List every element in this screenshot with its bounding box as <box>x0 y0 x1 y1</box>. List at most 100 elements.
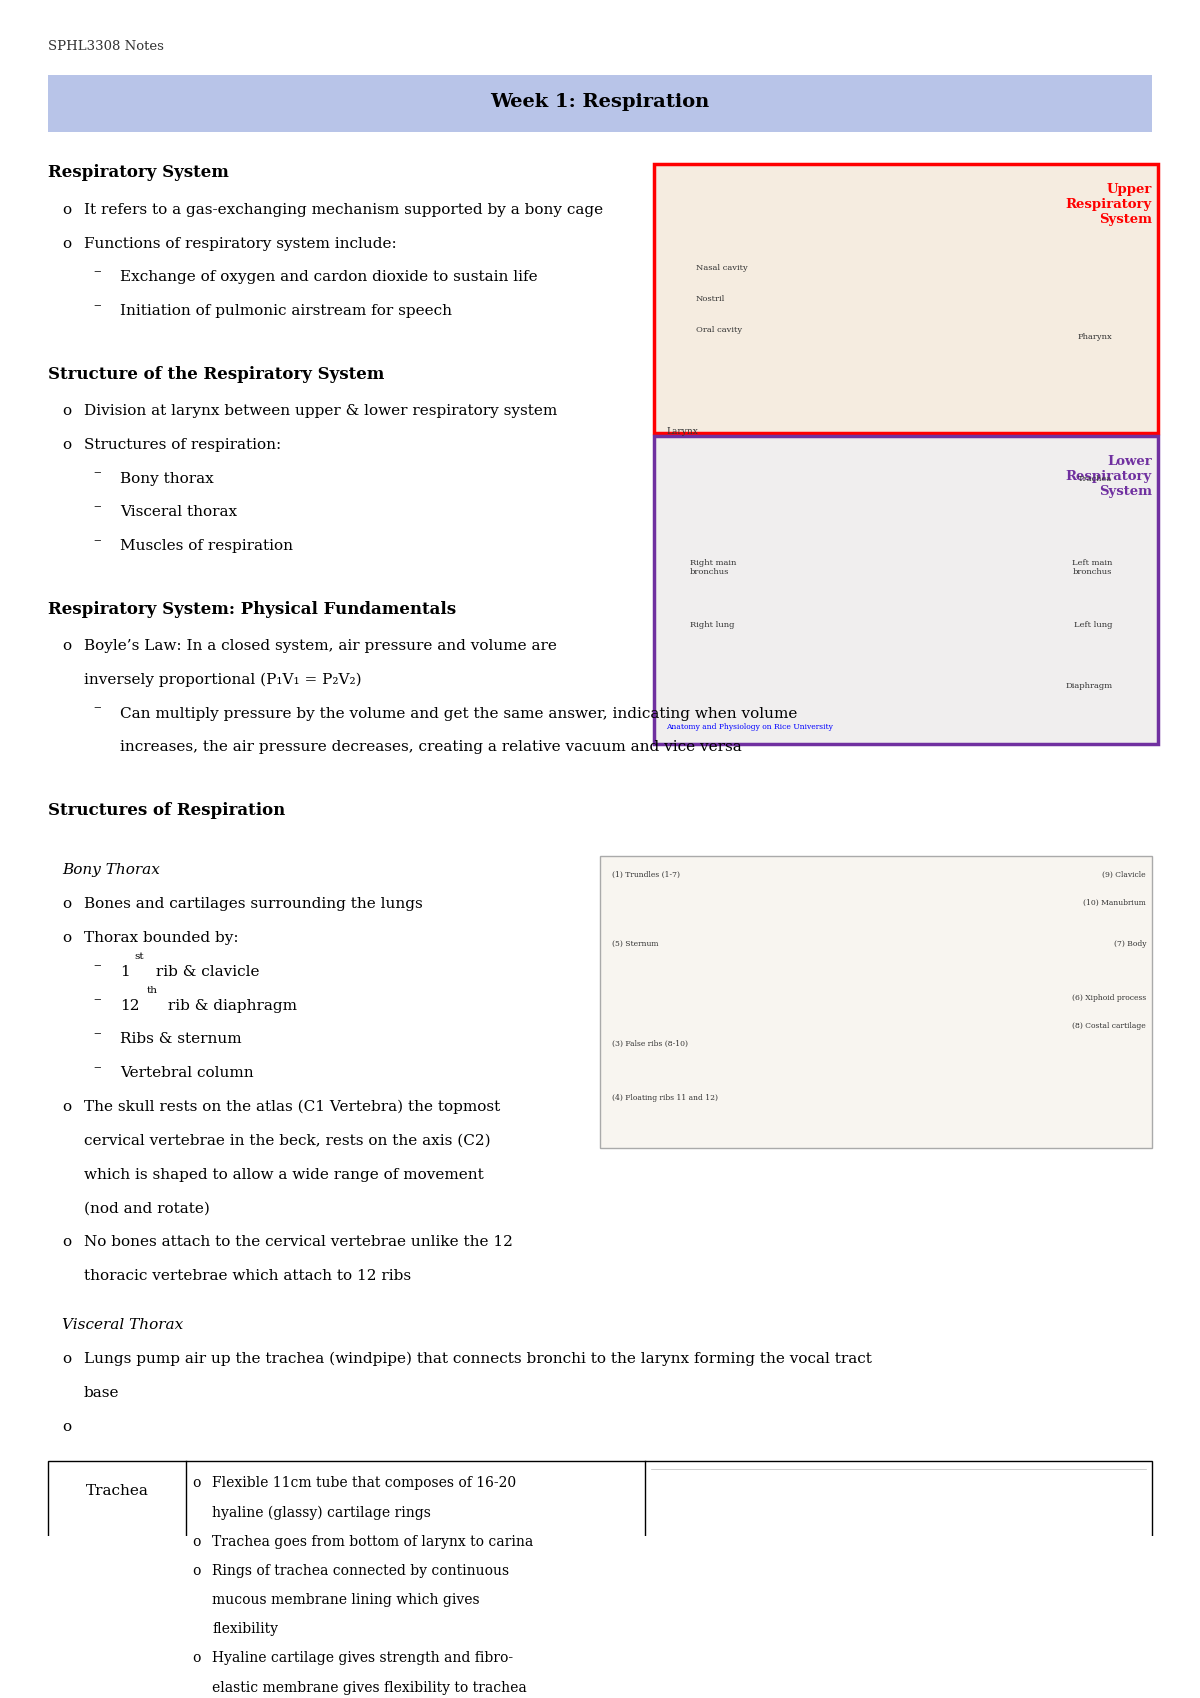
Text: –: – <box>94 1026 101 1041</box>
Text: (9) Clavicle: (9) Clavicle <box>1103 871 1146 880</box>
Text: inversely proportional (P₁V₁ = P₂V₂): inversely proportional (P₁V₁ = P₂V₂) <box>84 672 361 688</box>
Text: Division at larynx between upper & lower respiratory system: Division at larynx between upper & lower… <box>84 404 557 418</box>
Text: –: – <box>94 701 101 715</box>
Text: rib & clavicle: rib & clavicle <box>151 964 259 978</box>
Text: (8) Costal cartilage: (8) Costal cartilage <box>1073 1022 1146 1029</box>
Text: o: o <box>62 1234 72 1250</box>
Text: Bones and cartilages surrounding the lungs: Bones and cartilages surrounding the lun… <box>84 897 422 912</box>
Text: o: o <box>192 1535 200 1549</box>
Text: –: – <box>94 533 101 547</box>
Text: o: o <box>62 438 72 452</box>
Bar <box>652 1469 1146 1698</box>
Text: Lungs pump air up the trachea (windpipe) that connects bronchi to the larynx for: Lungs pump air up the trachea (windpipe)… <box>84 1352 872 1367</box>
Text: elastic membrane gives flexibility to trachea: elastic membrane gives flexibility to tr… <box>212 1681 527 1695</box>
Text: Structures of respiration:: Structures of respiration: <box>84 438 281 452</box>
Text: Left main
bronchus: Left main bronchus <box>1072 559 1112 576</box>
Text: Right lung: Right lung <box>690 621 734 628</box>
Bar <box>654 165 1158 433</box>
Text: –: – <box>94 992 101 1007</box>
Text: o: o <box>62 897 72 912</box>
Text: –: – <box>94 465 101 479</box>
Text: Vertebral column: Vertebral column <box>120 1066 253 1080</box>
Text: o: o <box>62 1100 72 1114</box>
Text: (3) False ribs (8-10): (3) False ribs (8-10) <box>612 1041 688 1048</box>
Text: 1: 1 <box>120 964 130 978</box>
Text: o: o <box>62 1352 72 1365</box>
Bar <box>48 75 1152 132</box>
Text: Oral cavity: Oral cavity <box>696 326 742 335</box>
Text: o: o <box>62 236 72 251</box>
Text: Exchange of oxygen and cardon dioxide to sustain life: Exchange of oxygen and cardon dioxide to… <box>120 270 538 284</box>
Text: (7) Body: (7) Body <box>1114 941 1146 947</box>
Text: –: – <box>94 265 101 278</box>
Text: o: o <box>192 1652 200 1666</box>
Text: Nasal cavity: Nasal cavity <box>696 265 748 272</box>
Text: Visceral thorax: Visceral thorax <box>120 506 238 520</box>
Text: thoracic vertebrae which attach to 12 ribs: thoracic vertebrae which attach to 12 ri… <box>84 1268 412 1284</box>
Bar <box>600 856 1152 1148</box>
Text: (4) Floating ribs 11 and 12): (4) Floating ribs 11 and 12) <box>612 1094 718 1102</box>
Bar <box>48 1460 1152 1698</box>
Text: o: o <box>192 1476 200 1491</box>
Text: Lower
Respiratory
System: Lower Respiratory System <box>1066 455 1152 498</box>
Text: Structure of the Respiratory System: Structure of the Respiratory System <box>48 365 384 382</box>
Text: Larynx: Larynx <box>666 428 698 436</box>
Bar <box>654 436 1158 744</box>
Text: 12: 12 <box>120 998 139 1012</box>
Text: th: th <box>146 987 157 995</box>
Text: SPHL3308 Notes: SPHL3308 Notes <box>48 41 164 53</box>
Text: Muscles of respiration: Muscles of respiration <box>120 540 293 554</box>
Text: o: o <box>62 638 72 654</box>
Text: Respiratory System: Physical Fundamentals: Respiratory System: Physical Fundamental… <box>48 601 456 618</box>
Text: increases, the air pressure decreases, creating a relative vacuum and vice versa: increases, the air pressure decreases, c… <box>120 740 742 754</box>
Text: Functions of respiratory system include:: Functions of respiratory system include: <box>84 236 397 251</box>
Text: cervical vertebrae in the beck, rests on the axis (C2): cervical vertebrae in the beck, rests on… <box>84 1134 491 1148</box>
Text: (nod and rotate): (nod and rotate) <box>84 1202 210 1216</box>
Text: No bones attach to the cervical vertebrae unlike the 12: No bones attach to the cervical vertebra… <box>84 1234 512 1250</box>
Text: o: o <box>62 404 72 418</box>
Text: o: o <box>192 1564 200 1577</box>
Text: (6) Xiphoid process: (6) Xiphoid process <box>1072 993 1146 1002</box>
Text: Week 1: Respiration: Week 1: Respiration <box>491 93 709 110</box>
Text: Trachea: Trachea <box>85 1484 149 1498</box>
Text: Pharynx: Pharynx <box>1078 333 1112 341</box>
Text: Anatomy and Physiology on Rice University: Anatomy and Physiology on Rice Universit… <box>666 723 833 732</box>
Text: Diaphragm: Diaphragm <box>1066 683 1112 689</box>
Text: (10) Manubrium: (10) Manubrium <box>1084 898 1146 907</box>
Text: Bony thorax: Bony thorax <box>120 472 214 486</box>
Text: –: – <box>94 299 101 312</box>
Text: base: base <box>84 1386 120 1399</box>
Text: Structures of Respiration: Structures of Respiration <box>48 801 286 818</box>
Text: Right main
bronchus: Right main bronchus <box>690 559 737 576</box>
Text: –: – <box>94 959 101 973</box>
Text: Initiation of pulmonic airstream for speech: Initiation of pulmonic airstream for spe… <box>120 304 452 318</box>
Text: Trachea goes from bottom of larynx to carina: Trachea goes from bottom of larynx to ca… <box>212 1535 534 1549</box>
Text: hyaline (glassy) cartilage rings: hyaline (glassy) cartilage rings <box>212 1506 431 1520</box>
Text: Flexible 11cm tube that composes of 16-20: Flexible 11cm tube that composes of 16-2… <box>212 1476 516 1491</box>
Text: o: o <box>62 931 72 946</box>
Text: Nostril: Nostril <box>696 295 725 302</box>
Text: o: o <box>62 1420 72 1433</box>
Text: Can multiply pressure by the volume and get the same answer, indicating when vol: Can multiply pressure by the volume and … <box>120 706 797 720</box>
Text: Boyle’s Law: In a closed system, air pressure and volume are: Boyle’s Law: In a closed system, air pre… <box>84 638 557 654</box>
Text: Left lung: Left lung <box>1074 621 1112 628</box>
Text: (5) Sternum: (5) Sternum <box>612 941 659 947</box>
Text: rib & diaphragm: rib & diaphragm <box>163 998 298 1012</box>
Text: The skull rests on the atlas (C1 Vertebra) the topmost: The skull rests on the atlas (C1 Vertebr… <box>84 1100 500 1114</box>
Text: Rings of trachea connected by continuous: Rings of trachea connected by continuous <box>212 1564 510 1577</box>
Text: Trachea: Trachea <box>1078 475 1112 482</box>
Text: Respiratory System: Respiratory System <box>48 165 229 182</box>
Text: –: – <box>94 1060 101 1075</box>
Text: which is shaped to allow a wide range of movement: which is shaped to allow a wide range of… <box>84 1168 484 1182</box>
Text: Visceral Thorax: Visceral Thorax <box>62 1318 184 1333</box>
Text: mucous membrane lining which gives: mucous membrane lining which gives <box>212 1593 480 1606</box>
Text: It refers to a gas-exchanging mechanism supported by a bony cage: It refers to a gas-exchanging mechanism … <box>84 202 604 217</box>
Text: st: st <box>134 953 144 961</box>
Text: Bony Thorax: Bony Thorax <box>62 863 161 878</box>
Text: Thorax bounded by:: Thorax bounded by: <box>84 931 239 946</box>
Text: –: – <box>94 499 101 513</box>
Text: flexibility: flexibility <box>212 1622 278 1637</box>
Text: Upper
Respiratory
System: Upper Respiratory System <box>1066 183 1152 226</box>
Text: Ribs & sternum: Ribs & sternum <box>120 1032 241 1046</box>
Text: (1) Trundles (1-7): (1) Trundles (1-7) <box>612 871 680 880</box>
